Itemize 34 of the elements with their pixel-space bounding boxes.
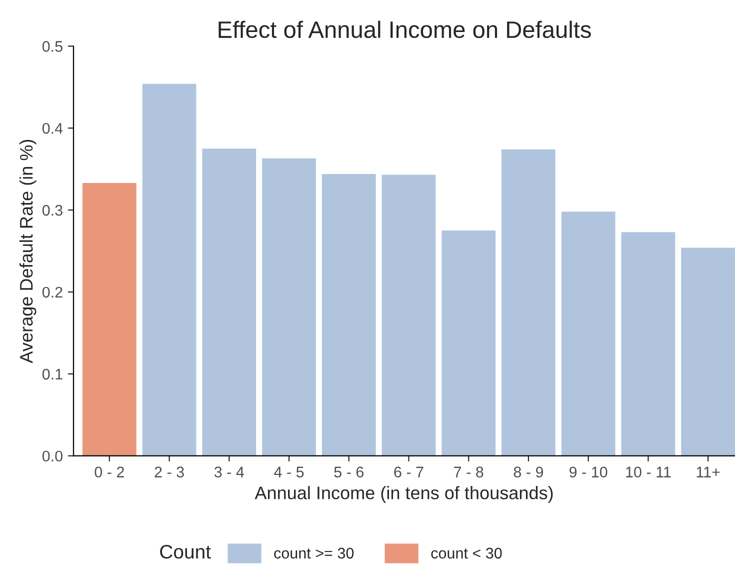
bar — [82, 182, 136, 456]
legend-label: count < 30 — [431, 548, 502, 559]
bar — [442, 230, 496, 456]
bar — [262, 158, 316, 456]
bar — [202, 148, 256, 456]
x-tick-label: 7 - 8 — [454, 466, 484, 478]
x-tick-label: 4 - 5 — [274, 466, 304, 478]
bar — [502, 149, 556, 456]
bar — [322, 174, 376, 456]
x-tick-label: 0 - 2 — [94, 466, 124, 478]
x-tick-label: 5 - 6 — [334, 466, 364, 478]
bar — [681, 248, 735, 456]
x-tick-label: 3 - 4 — [214, 466, 244, 478]
x-tick-label: 2 - 3 — [154, 466, 184, 478]
bar — [621, 232, 676, 456]
x-tick-label: 6 - 7 — [394, 466, 424, 478]
bar — [561, 212, 616, 456]
x-tick-label: 9 - 10 — [570, 466, 608, 478]
bar — [382, 174, 436, 456]
chart-title: Effect of Annual Income on Defaults — [218, 20, 591, 38]
x-tick-label: 8 - 9 — [514, 466, 544, 478]
bar — [142, 84, 196, 456]
legend-title: Count — [160, 544, 211, 559]
x-tick-label: 10 - 11 — [626, 466, 671, 478]
x-axis-title: Annual Income (in tens of thousands) — [254, 486, 553, 503]
legend-label: count >= 30 — [274, 548, 354, 559]
y-axis-title: Average Default Rate (in %) — [19, 140, 36, 364]
y-tick-label: 0.0 — [42, 450, 62, 462]
y-tick-label: 0.4 — [42, 122, 63, 134]
y-tick-label: 0.5 — [42, 41, 62, 52]
y-tick-label: 0.3 — [42, 204, 62, 216]
y-tick-label: 0.2 — [42, 286, 62, 298]
y-tick-label: 0.1 — [42, 368, 62, 380]
x-tick-label: 11+ — [696, 466, 720, 478]
